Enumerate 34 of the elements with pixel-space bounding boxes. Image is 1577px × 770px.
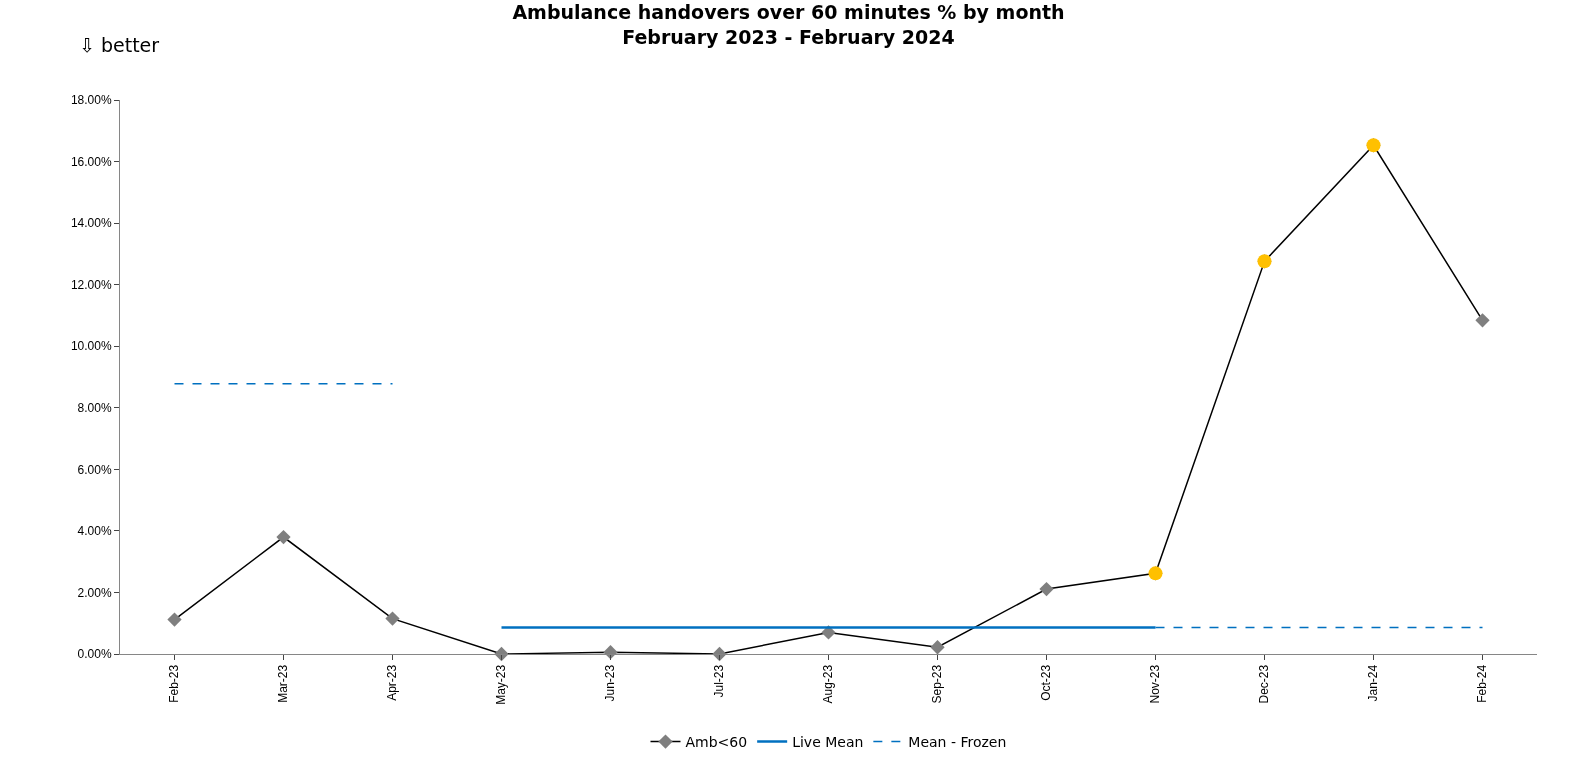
y-tick-label: 4.00% <box>77 524 112 539</box>
legend-label: Live Mean <box>792 734 864 751</box>
x-tick-label: Aug-23 <box>821 664 836 704</box>
point <box>930 640 945 655</box>
x-tick-label: Mar-23 <box>276 664 291 703</box>
y-tick-label: 14.00% <box>70 216 112 231</box>
x-tick-label: Nov-23 <box>1148 664 1163 704</box>
x-tick-label: Apr-23 <box>385 664 400 701</box>
legend-label: Mean - Frozen <box>908 734 1007 751</box>
x-tick-label: May-23 <box>494 664 509 705</box>
text: ⇩ better <box>79 34 160 56</box>
x-tick-label: Jan-24 <box>1366 664 1381 702</box>
y-tick-label: 0.00% <box>77 647 112 662</box>
y-tick-label: 8.00% <box>77 400 112 415</box>
chart-title: Ambulance handovers over 60 minutes % by month February 2023 - February 2024 <box>512 1 1065 48</box>
point <box>385 611 400 626</box>
x-tick-label: Jul-23 <box>712 664 727 698</box>
y-tick-label: 6.00% <box>77 462 112 477</box>
point <box>1475 313 1490 328</box>
x-tick-label: Oct-23 <box>1039 664 1054 701</box>
point <box>276 529 291 545</box>
point <box>1039 581 1054 597</box>
point <box>167 612 182 627</box>
y-tick-label: 10.00% <box>70 339 112 354</box>
y-tick-label: 2.00% <box>77 585 112 600</box>
x-tick-label: Feb-24 <box>1475 664 1490 703</box>
x-tick-label: Sep-23 <box>930 664 945 704</box>
y-tick-label: 16.00% <box>70 154 112 169</box>
y-tick-label: 12.00% <box>70 277 112 292</box>
x-tick-label: Jun-23 <box>603 664 618 702</box>
y-tick-label: 18.00% <box>70 93 112 108</box>
x-tick-label: Feb-23 <box>167 664 182 703</box>
legend-label: Amb<60 <box>685 734 748 751</box>
x-tick-label: Dec-23 <box>1257 664 1272 704</box>
